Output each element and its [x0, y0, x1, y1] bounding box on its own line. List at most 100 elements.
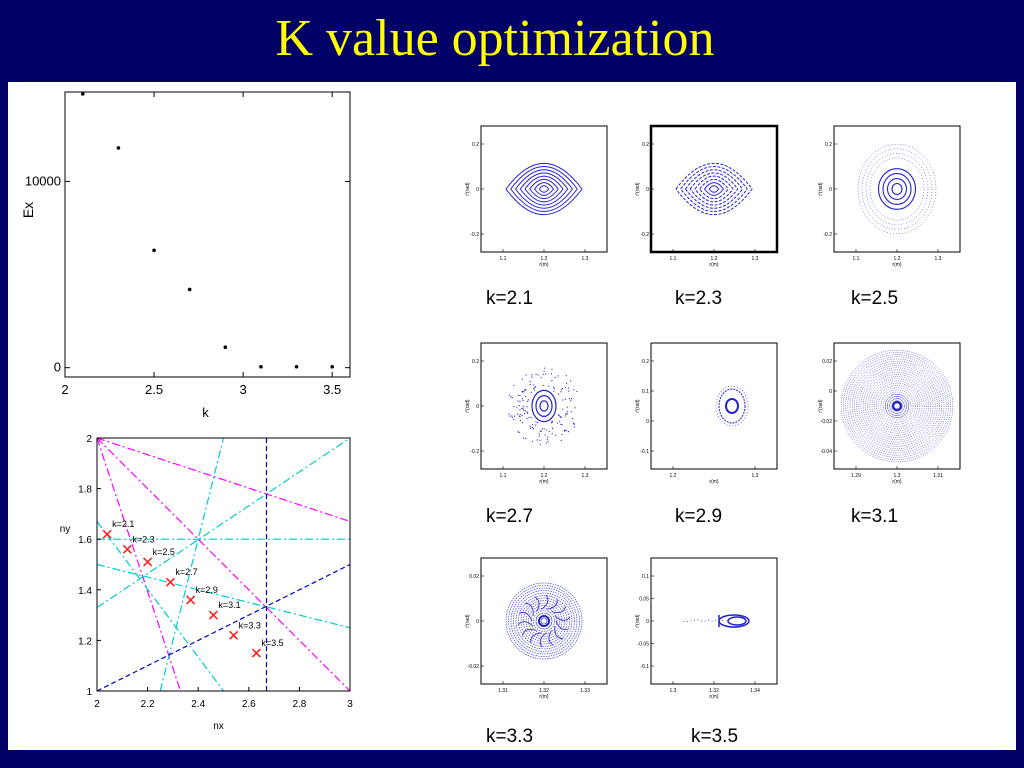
orbit-dot: [523, 390, 526, 392]
orbit-curve: [860, 369, 934, 443]
orbit-dot: [718, 619, 720, 621]
orbit-curve: [840, 349, 954, 463]
y-tick-label: 0.02: [469, 574, 479, 580]
orbit-dot: [708, 619, 709, 621]
y-tick-label: 0: [476, 619, 479, 625]
orbit-dot: [546, 439, 548, 441]
orbit-group: [508, 367, 578, 446]
y-tick-label: -0.04: [821, 449, 833, 455]
orbit-curve: [505, 163, 583, 215]
orbit-dot: [523, 437, 525, 439]
orbit-curve: [533, 182, 555, 196]
orbit-dot: [529, 425, 531, 427]
orbit-dot: [545, 373, 547, 375]
phase-plot-k=3.1: 0.02 0 -0.02 -0.04 1.29 1.3 1.31 r'(rad) r(m): [818, 342, 961, 485]
content-panel: 2 2.5 3 3.5 0 10000 k Ex 2 2.2 2.4 2.6 2.8 3 1 1.2 1.4 1…: [8, 82, 1016, 750]
orbit-dot: [519, 419, 521, 422]
phase-plot-k=2.7: 0.2 0 -0.2 1.1 1.2 1.3 r'(rad) r(m): [465, 342, 608, 485]
plot-frame: [833, 125, 961, 253]
y-axis-label: r'(rad): [635, 399, 641, 413]
orbit-curve: [684, 169, 744, 209]
orbit-dot: [539, 430, 541, 432]
x-tick-label: 2: [94, 699, 100, 710]
data-point: [259, 364, 263, 369]
orbit-curve: [554, 626, 564, 640]
slide-title: K value optimization: [275, 10, 715, 67]
resonance-line: [96, 437, 351, 523]
x-tick-label: 1.2: [894, 256, 901, 262]
orbit-curve: [675, 163, 753, 215]
orbit-curve: [539, 632, 547, 648]
orbit-curve: [539, 400, 549, 412]
orbit-dot: [540, 430, 542, 432]
orbit-dot: [544, 434, 546, 436]
orbit-dot: [525, 437, 527, 440]
orbit-dot: [561, 424, 563, 426]
orbit-dot: [715, 619, 716, 621]
orbit-dot: [521, 415, 523, 417]
x-tick-label: 2.2: [141, 699, 155, 710]
y-tick-label: 1.2: [78, 636, 92, 647]
orbit-dot: [557, 375, 559, 377]
orbit-dot: [569, 380, 572, 382]
orbit-curve: [887, 396, 907, 416]
orbit-dot: [526, 400, 529, 402]
tune-marker-label: k=2.7: [175, 567, 197, 577]
orbit-dot: [551, 368, 553, 370]
phase-plot-k=2.9: 0.2 0.1 0 -0.1 1.2 1.3 r'(rad) r(m): [635, 342, 778, 485]
x-axis-label: k: [202, 405, 209, 420]
x-tick-label: 1.2: [541, 473, 548, 479]
orbit-curve: [843, 352, 951, 460]
orbit-dot: [565, 413, 567, 415]
orbit-dot: [535, 424, 537, 426]
orbit-group: [505, 163, 583, 215]
tune-marker: [165, 577, 175, 587]
plot-frame: [650, 557, 778, 685]
tune-marker-label: k=2.3: [132, 534, 154, 544]
orbit-curve: [522, 628, 537, 636]
orbit-dot: [531, 374, 533, 376]
orbit-dot: [564, 415, 566, 417]
tune-marker: [251, 648, 261, 658]
orbit-curve: [865, 153, 929, 225]
orbit-curve: [858, 367, 936, 445]
phase-plot-caption: k=3.1: [851, 506, 899, 527]
orbit-dot: [535, 421, 537, 423]
x-tick-label: 1.3: [670, 688, 677, 694]
orbit-dot: [528, 416, 530, 419]
orbit-dot: [529, 383, 531, 386]
resonance-line: [96, 563, 351, 692]
orbit-dot: [565, 375, 567, 377]
orbit-dot: [572, 418, 574, 420]
orbit-curve: [551, 606, 566, 614]
orbit-dot: [527, 399, 530, 401]
x-tick-label: 1.3: [935, 256, 942, 262]
orbit-dot: [554, 376, 556, 379]
orbit-curve: [876, 385, 918, 427]
orbit-dot: [519, 400, 521, 402]
x-tick-label: 1.3: [582, 473, 589, 479]
plot-frame: [650, 342, 778, 470]
resonance-line: [96, 521, 224, 692]
tune-marker-label: k=3.5: [261, 638, 283, 648]
orbit-curve: [880, 389, 914, 423]
phase-plot-caption: k=2.9: [675, 506, 723, 527]
orbit-dot: [694, 619, 695, 621]
y-tick-label: -0.2: [823, 232, 832, 238]
orbit-curve: [519, 612, 533, 622]
orbit-curve: [882, 173, 912, 205]
orbit-curve: [715, 385, 749, 427]
x-tick-label: 1.33: [580, 688, 590, 694]
orbit-dot: [522, 422, 524, 424]
orbit-dot: [722, 620, 723, 622]
orbit-dot: [521, 378, 524, 380]
y-axis-label: Ex: [20, 202, 36, 218]
orbit-dot: [533, 389, 535, 391]
orbit-dot: [555, 434, 557, 436]
tune-marker: [229, 630, 239, 640]
orbit-dot: [513, 405, 515, 408]
orbit-dot: [548, 431, 550, 433]
orbit-curve: [546, 598, 558, 610]
orbit-dot: [521, 408, 523, 410]
orbit-curve: [861, 148, 933, 230]
